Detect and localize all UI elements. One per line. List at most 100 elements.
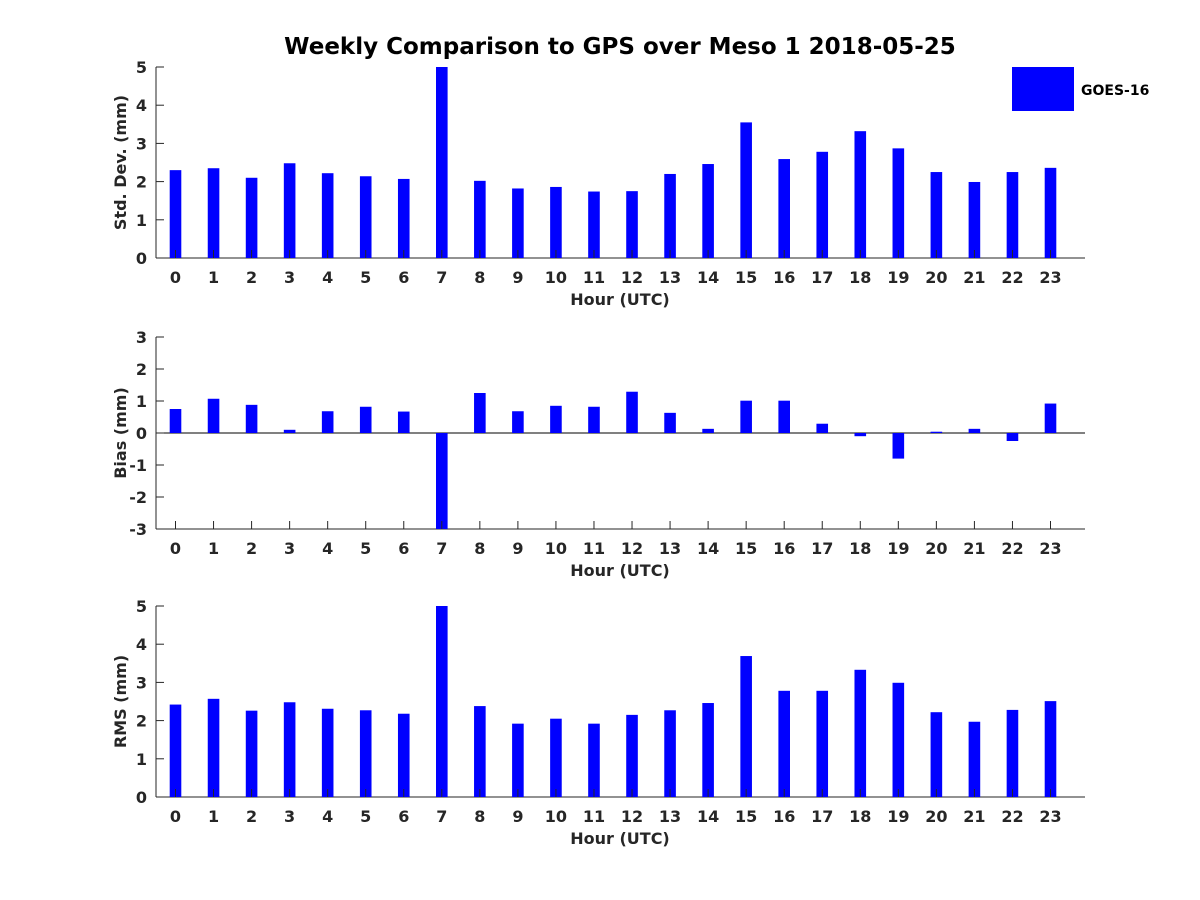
bar-std-dev-hour-14 xyxy=(702,164,714,258)
x-tick-label: 15 xyxy=(735,268,757,287)
x-tick-label: 1 xyxy=(208,268,219,287)
bar-std-dev-hour-3 xyxy=(283,163,296,258)
x-tick-label: 12 xyxy=(621,807,643,826)
bar-rms-hour-11 xyxy=(588,723,600,797)
bar-bias-hour-10 xyxy=(550,405,562,433)
y-tick-label: 1 xyxy=(136,211,147,230)
x-tick-label: 7 xyxy=(436,539,447,558)
legend-label: GOES-16 xyxy=(1081,83,1149,99)
bar-bias-hour-2 xyxy=(245,404,258,433)
y-tick-label: 0 xyxy=(136,249,147,268)
x-tick-label: 0 xyxy=(170,539,181,558)
bar-std-dev-hour-6 xyxy=(397,178,410,258)
y-axis-label: RMS (mm) xyxy=(111,655,130,748)
y-tick-label: -2 xyxy=(129,488,147,507)
x-tick-label: 6 xyxy=(398,807,409,826)
x-tick-label: 11 xyxy=(583,539,605,558)
y-tick-label: 4 xyxy=(136,96,147,115)
y-tick-label: 4 xyxy=(136,635,147,654)
bar-rms-hour-23 xyxy=(1044,701,1057,797)
x-tick-label: 20 xyxy=(925,539,947,558)
x-tick-label: 13 xyxy=(659,268,681,287)
bar-std-dev-hour-15 xyxy=(740,122,752,258)
x-tick-label: 7 xyxy=(436,268,447,287)
bar-rms-hour-18 xyxy=(854,669,867,797)
x-tick-label: 1 xyxy=(208,539,219,558)
x-tick-label: 9 xyxy=(512,268,523,287)
y-tick-label: 0 xyxy=(136,424,147,443)
x-tick-label: 6 xyxy=(398,539,409,558)
y-tick-label: 1 xyxy=(136,392,147,411)
bar-bias-hour-4 xyxy=(321,411,334,433)
y-tick-label: 2 xyxy=(136,712,147,731)
x-tick-label: 2 xyxy=(246,539,257,558)
x-tick-label: 9 xyxy=(512,807,523,826)
bar-rms-hour-13 xyxy=(664,710,676,797)
bar-bias-hour-21 xyxy=(968,428,981,433)
y-axis-label: Bias (mm) xyxy=(111,387,130,479)
x-tick-label: 9 xyxy=(512,539,523,558)
x-tick-label: 22 xyxy=(1001,268,1023,287)
x-tick-label: 17 xyxy=(811,539,833,558)
bar-std-dev-hour-18 xyxy=(854,131,867,258)
y-tick-label: 5 xyxy=(136,597,147,616)
x-tick-label: 13 xyxy=(659,807,681,826)
x-tick-label: 17 xyxy=(811,268,833,287)
bar-rms-hour-5 xyxy=(359,710,372,797)
bar-bias-hour-14 xyxy=(702,428,714,433)
x-tick-label: 8 xyxy=(474,539,485,558)
y-axis-label: Std. Dev. (mm) xyxy=(111,95,130,230)
bar-std-dev-hour-9 xyxy=(512,188,524,258)
x-tick-label: 12 xyxy=(621,539,643,558)
bar-std-dev-hour-2 xyxy=(245,177,258,258)
bar-rms-hour-19 xyxy=(892,682,905,797)
x-axis-label: Hour (UTC) xyxy=(570,290,670,309)
bar-std-dev-hour-20 xyxy=(930,172,943,258)
x-tick-label: 8 xyxy=(474,268,485,287)
x-tick-label: 10 xyxy=(545,539,567,558)
x-tick-label: 10 xyxy=(545,807,567,826)
bar-bias-hour-23 xyxy=(1044,403,1057,433)
bar-bias-hour-15 xyxy=(740,400,752,433)
y-tick-label: -1 xyxy=(129,456,147,475)
x-tick-label: 17 xyxy=(811,807,833,826)
x-tick-label: 10 xyxy=(545,268,567,287)
x-axis-label: Hour (UTC) xyxy=(570,561,670,580)
bar-rms-hour-21 xyxy=(968,721,981,797)
x-tick-label: 5 xyxy=(360,807,371,826)
x-tick-label: 15 xyxy=(735,539,757,558)
bar-std-dev-hour-5 xyxy=(359,176,372,258)
x-tick-label: 22 xyxy=(1001,539,1023,558)
bar-std-dev-hour-8 xyxy=(474,180,486,258)
x-tick-label: 12 xyxy=(621,268,643,287)
bar-std-dev-hour-13 xyxy=(664,173,676,258)
x-tick-label: 14 xyxy=(697,539,719,558)
x-tick-label: 11 xyxy=(583,807,605,826)
legend-swatch-goes-16 xyxy=(1012,67,1074,111)
bar-rms-hour-14 xyxy=(702,703,714,797)
bar-bias-hour-13 xyxy=(664,412,676,433)
x-tick-label: 22 xyxy=(1001,807,1023,826)
bar-bias-hour-1 xyxy=(207,398,220,433)
x-tick-label: 14 xyxy=(697,268,719,287)
bar-bias-hour-11 xyxy=(588,406,600,433)
x-tick-label: 23 xyxy=(1039,268,1061,287)
x-tick-label: 18 xyxy=(849,807,871,826)
bar-rms-hour-2 xyxy=(245,710,258,797)
x-tick-label: 21 xyxy=(963,539,985,558)
x-tick-label: 14 xyxy=(697,807,719,826)
bar-rms-hour-10 xyxy=(550,718,562,797)
chart-title: Weekly Comparison to GPS over Meso 1 201… xyxy=(284,34,956,60)
bar-bias-hour-20 xyxy=(930,431,943,433)
bar-bias-hour-18 xyxy=(854,433,867,437)
legend: GOES-16 xyxy=(1012,67,1149,111)
x-tick-label: 18 xyxy=(849,539,871,558)
bar-bias-hour-19 xyxy=(892,433,905,459)
bar-bias-hour-17 xyxy=(816,423,829,433)
y-tick-label: 0 xyxy=(136,788,147,807)
x-tick-label: 23 xyxy=(1039,807,1061,826)
bar-std-dev-hour-7 xyxy=(436,67,448,258)
x-tick-label: 19 xyxy=(887,807,909,826)
